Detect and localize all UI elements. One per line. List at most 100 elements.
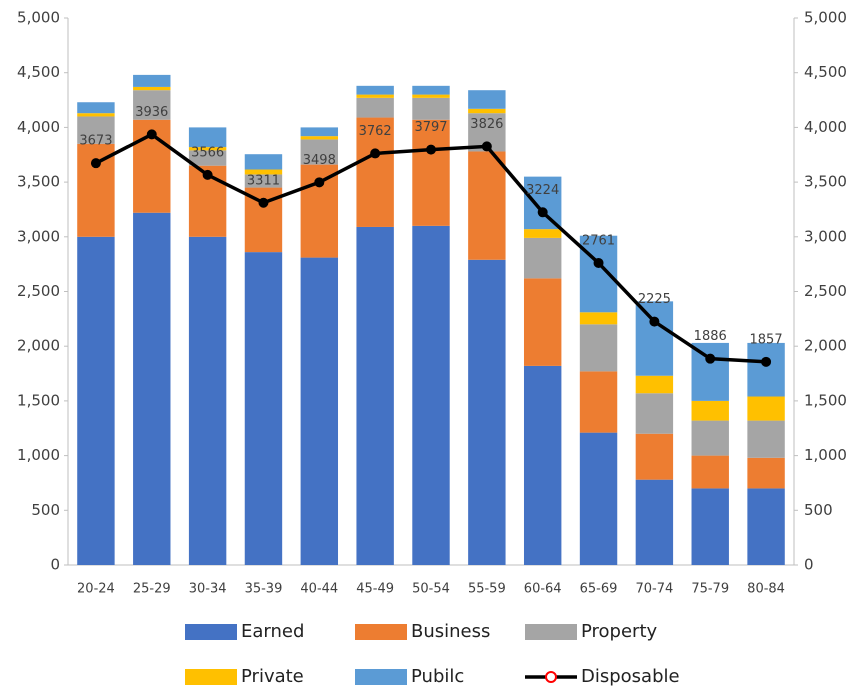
x-tick-label: 20-24 — [77, 582, 115, 597]
legend-label: Earned — [241, 621, 304, 642]
bar-segment — [412, 119, 450, 226]
legend-label: Property — [581, 621, 658, 642]
data-label: 2761 — [582, 233, 615, 248]
bar-segment — [635, 433, 674, 480]
x-tick-label: 55-59 — [468, 582, 506, 597]
data-label: 3673 — [79, 134, 112, 149]
bar-segment — [300, 257, 339, 565]
bar-segment — [468, 259, 506, 565]
bar-segment — [188, 150, 227, 166]
bar-segment — [133, 212, 171, 565]
y-tick-label: 0 — [50, 556, 60, 574]
x-tick-label: 30-34 — [189, 582, 227, 597]
x-tick-label: 65-69 — [580, 582, 618, 597]
bar-segment — [77, 236, 115, 566]
line-marker — [314, 177, 325, 188]
bar-segment — [747, 457, 785, 489]
data-label: 3826 — [470, 117, 503, 132]
bar-segment — [412, 94, 450, 98]
legend-label: Private — [241, 666, 304, 687]
bar-segment — [412, 225, 450, 566]
bar-segment — [635, 375, 674, 394]
legend-label: Business — [411, 621, 490, 642]
line-marker — [90, 158, 101, 169]
data-label: 3936 — [135, 105, 168, 120]
y-tick-label: 3,500 — [17, 173, 60, 191]
bar-segment — [188, 236, 227, 566]
data-label: 3498 — [303, 153, 336, 168]
legend-label: Pubilc — [411, 666, 464, 687]
line-marker — [761, 356, 772, 367]
y2-tick-label: 1,000 — [804, 446, 847, 464]
legend-marker — [545, 671, 557, 683]
bar-segment — [747, 420, 785, 458]
y-tick-label: 1,000 — [17, 446, 60, 464]
bar-segment — [691, 455, 729, 489]
bar-segment — [356, 226, 394, 566]
y2-tick-label: 4,000 — [804, 118, 847, 136]
line-marker — [705, 353, 716, 364]
bar-segment — [523, 278, 562, 366]
y-tick-label: 4,500 — [17, 63, 60, 81]
bar-segment — [77, 116, 115, 144]
line-marker — [537, 207, 548, 218]
line-marker — [370, 148, 381, 159]
data-label: 3311 — [247, 173, 280, 188]
bar-segment — [244, 174, 283, 188]
y2-tick-label: 2,000 — [804, 337, 847, 355]
x-tick-label: 70-74 — [635, 582, 673, 597]
y-tick-label: 500 — [31, 501, 60, 519]
x-tick-label: 40-44 — [300, 582, 338, 597]
bar-segment — [356, 85, 394, 95]
legend-swatch — [355, 669, 407, 685]
bar-segment — [579, 324, 618, 372]
line-marker — [649, 316, 660, 327]
bar-segment — [356, 117, 394, 227]
y2-tick-label: 0 — [804, 556, 814, 574]
line-marker — [481, 141, 492, 152]
bar-segment — [691, 488, 729, 565]
data-label: 3224 — [526, 183, 559, 198]
bar-segment — [523, 229, 562, 238]
bar-segment — [133, 86, 171, 91]
bar-segment — [356, 94, 394, 98]
bar-segment — [523, 176, 562, 230]
bar-segment — [579, 432, 618, 565]
line-marker — [426, 144, 436, 155]
y2-tick-label: 500 — [804, 501, 833, 519]
y-tick-label: 4,000 — [17, 118, 60, 136]
x-tick-label: 25-29 — [133, 582, 171, 597]
y-tick-label: 2,000 — [17, 337, 60, 355]
data-label: 3762 — [359, 124, 392, 139]
bar-segment — [300, 127, 339, 137]
bar-segment — [300, 136, 339, 140]
y-tick-label: 2,500 — [17, 282, 60, 300]
data-label: 1857 — [750, 332, 783, 347]
x-tick-label: 35-39 — [245, 582, 283, 597]
bar-segment — [300, 139, 339, 165]
bar-segment — [133, 90, 171, 120]
bar-segment — [635, 301, 674, 376]
bar-segment — [747, 342, 785, 397]
bar-segment — [244, 252, 283, 565]
data-label: 2225 — [638, 292, 671, 307]
bar-segment — [77, 102, 115, 114]
x-tick-label: 60-64 — [524, 582, 562, 597]
line-marker — [146, 129, 157, 140]
bar-segment — [635, 393, 674, 434]
bar-segment — [523, 365, 562, 565]
bar-segment — [412, 85, 450, 95]
bar-segment — [691, 400, 729, 421]
y2-tick-label: 5,000 — [804, 9, 847, 27]
line-marker — [202, 169, 213, 180]
y2-tick-label: 3,000 — [804, 227, 847, 245]
y2-tick-label: 3,500 — [804, 173, 847, 191]
y-tick-label: 1,500 — [17, 391, 60, 409]
y2-tick-label: 4,500 — [804, 63, 847, 81]
bar-segment — [747, 488, 785, 565]
y-tick-label: 5,000 — [17, 9, 60, 27]
bar-segment — [468, 108, 506, 114]
line-marker — [258, 197, 269, 208]
x-tick-label: 45-49 — [356, 582, 394, 597]
